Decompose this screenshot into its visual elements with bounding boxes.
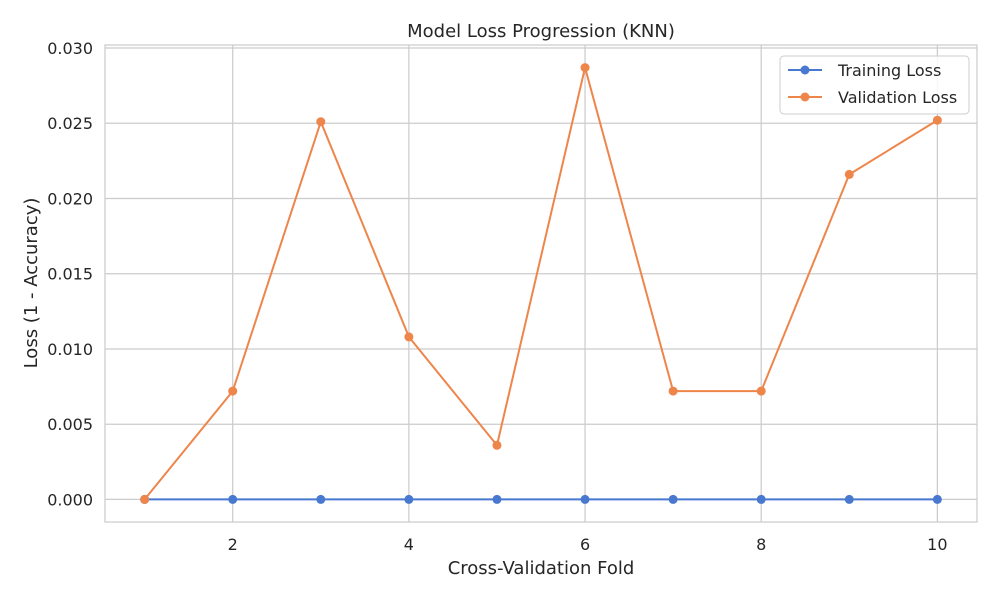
legend-label: Training Loss [837,61,941,80]
y-tick-label: 0.015 [47,265,93,284]
legend-box [779,55,970,115]
chart-title: Model Loss Progression (KNN) [407,21,675,42]
series-line [143,66,938,501]
data-point [316,117,326,127]
data-point [932,494,942,504]
legend-marker [800,65,810,75]
x-axis-label: Cross-Validation Fold [448,558,635,579]
series-layer [140,63,942,504]
data-point [756,386,766,396]
data-point [668,494,678,504]
y-tick-label: 0.005 [47,415,93,434]
plot-frame [104,44,978,523]
legend: Training Loss Validation Loss [779,55,970,115]
data-point [580,63,590,73]
data-point [932,115,942,125]
data-point [668,386,678,396]
x-tick-label: 2 [228,535,238,554]
legend-label: Validation Loss [838,88,957,107]
y-tick-label: 0.025 [47,114,93,133]
data-point [316,494,326,504]
data-point [844,169,854,179]
y-tick-label: 0.030 [47,39,93,58]
tick-labels: 2 4 6 8 10 0.000 0.005 0.010 0.015 0.020 0.025 0.03… [47,39,947,554]
data-point [404,332,414,342]
series-group [140,63,942,504]
data-point [228,386,238,396]
y-axis-label: Loss (1 - Accuracy) [21,198,42,369]
data-point [404,494,414,504]
data-point [492,440,502,450]
data-point [580,494,590,504]
x-tick-label: 8 [756,535,766,554]
data-point [492,494,502,504]
data-point [140,494,150,504]
data-point [756,494,766,504]
y-tick-label: 0.010 [47,340,93,359]
x-tick-label: 4 [404,535,414,554]
grid-lines [105,45,977,522]
data-point [228,494,238,504]
legend-marker [800,92,810,102]
x-tick-label: 10 [927,535,947,554]
y-tick-label: 0.000 [47,490,93,509]
y-tick-label: 0.020 [47,189,93,208]
data-point [844,494,854,504]
x-tick-label: 6 [580,535,590,554]
